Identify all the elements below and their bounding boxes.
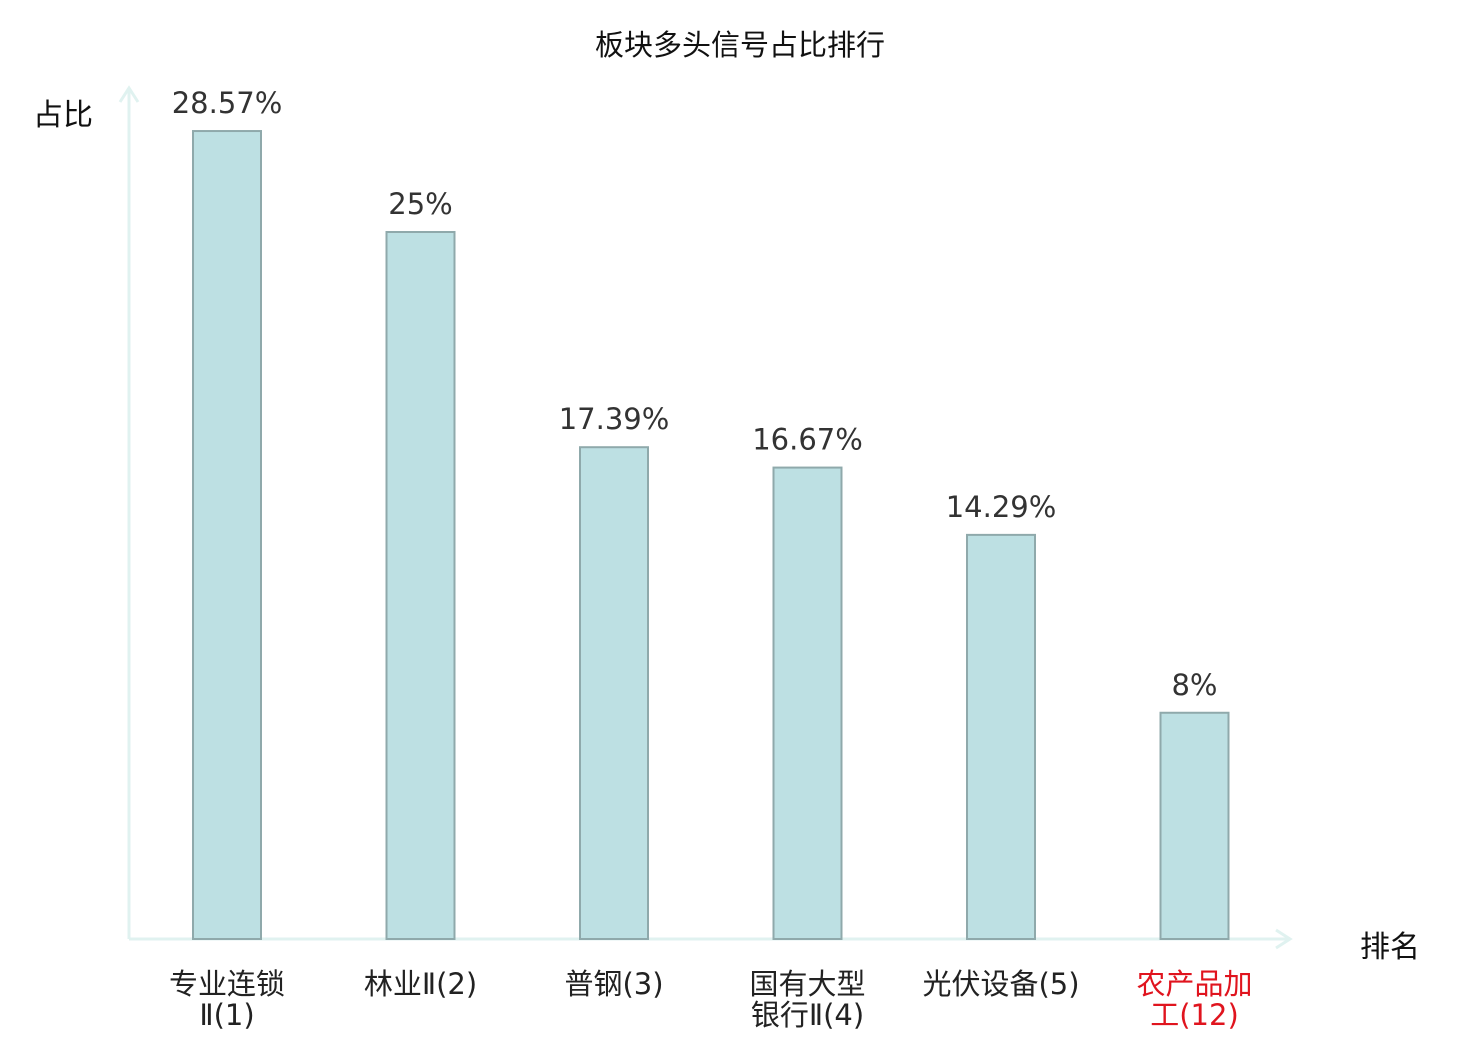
bar	[192, 130, 262, 940]
y-axis-label: 占比	[33, 98, 93, 133]
value-label: 14.29%	[946, 490, 1057, 524]
bar	[385, 231, 456, 940]
bar	[579, 446, 649, 940]
category-label: 专业连锁	[169, 967, 285, 1001]
category-label: 普钢(3)	[564, 967, 663, 1001]
category-label: 光伏设备(5)	[922, 967, 1079, 1001]
category-label: Ⅱ(1)	[199, 998, 254, 1032]
y-axis-arrow	[118, 85, 140, 103]
category-label: 银行Ⅱ(4)	[751, 998, 864, 1032]
value-label: 16.67%	[752, 423, 863, 457]
value-label: 25%	[388, 187, 452, 221]
category-label: 国有大型	[749, 967, 865, 1001]
bar	[966, 533, 1036, 940]
value-label: 28.57%	[172, 86, 283, 120]
bar	[772, 466, 843, 940]
x-axis-arrow	[1275, 928, 1293, 950]
chart-title: 板块多头信号占比排行	[594, 28, 885, 62]
x-axis-label: 排名	[1360, 930, 1420, 965]
category-label: 农产品加	[1136, 967, 1252, 1001]
bar	[1159, 711, 1230, 941]
category-label: 工(12)	[1150, 998, 1239, 1032]
value-label: 8%	[1171, 668, 1217, 702]
value-label: 17.39%	[559, 402, 670, 436]
category-label: 林业Ⅱ(2)	[364, 967, 477, 1001]
